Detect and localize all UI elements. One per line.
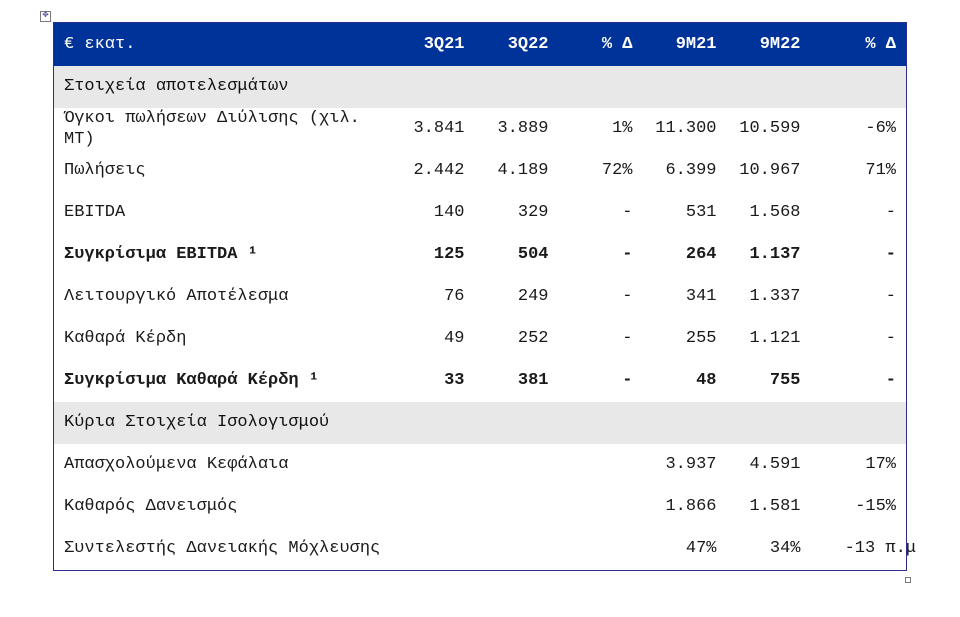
cell-value: - [622, 287, 633, 306]
cell-value: 48 [696, 371, 717, 390]
cell-value [475, 444, 559, 486]
row-label: Συγκρίσιμα EBITDA ¹ [64, 245, 258, 264]
cell-value [559, 486, 643, 528]
cell-value: 381 [517, 371, 549, 390]
cell-value: 10.967 [739, 160, 801, 180]
cell-value: 329 [517, 203, 549, 222]
cell-value: - [885, 203, 896, 222]
cell-value [559, 528, 643, 571]
header-col-3q22: 3Q22 [507, 34, 549, 54]
header-col-9m-change: % Δ [865, 34, 896, 54]
cell-value: 11.300 [655, 118, 717, 138]
row-label: Πωλήσεις [64, 161, 146, 180]
section-title: Κύρια Στοιχεία Ισολογισμού [53, 401, 907, 444]
table-row: Συγκρίσιμα Καθαρά Κέρδη ¹ 33 381 - 48 75… [54, 360, 907, 402]
cell-value [391, 444, 475, 486]
cell-value: 1.137 [749, 245, 801, 264]
cell-value: 531 [685, 203, 717, 222]
cell-value: 1.568 [749, 203, 801, 222]
cell-value: 71% [865, 161, 896, 180]
overflow-value: -13 π.μ [844, 539, 916, 558]
cell-value: -13 π.μ [811, 528, 916, 571]
table-header-row: € εκατ. 3Q21 3Q22 % Δ 9M21 9M22 % Δ [53, 22, 907, 66]
row-label: EBITDA [64, 203, 126, 222]
cell-value: 140 [433, 203, 465, 222]
cell-value: 755 [769, 371, 801, 390]
table-row: Όγκοι πωλήσεων Διύλισης (χιλ. ΜΤ) 3.841 … [54, 108, 907, 150]
cell-value: -15% [855, 497, 896, 516]
cell-value: 255 [685, 329, 717, 348]
cell-value: - [885, 287, 896, 306]
cell-value: 6.399 [665, 161, 717, 180]
cell-value: 3.889 [497, 119, 549, 138]
cell-value: 504 [517, 245, 549, 264]
cell-value: 49 [444, 329, 465, 348]
header-col-3q21: 3Q21 [423, 34, 465, 54]
cell-value [475, 486, 559, 528]
cell-value: - [622, 245, 633, 264]
cell-value: 1.866 [665, 497, 717, 516]
cell-value [391, 486, 475, 528]
cell-value: 4.591 [749, 455, 801, 474]
cell-value: - [885, 371, 896, 390]
table-row: Λειτουργικό Αποτέλεσμα 76 249 - 341 1.33… [54, 276, 907, 318]
cell-value: 341 [685, 287, 717, 306]
cell-value: 72% [601, 161, 633, 180]
row-label: Απασχολούμενα Κεφάλαια [64, 455, 289, 474]
section-title: Στοιχεία αποτελεσμάτων [53, 65, 907, 108]
cell-value: 252 [517, 329, 549, 348]
cell-value: 1.337 [749, 287, 801, 306]
financial-results-table: € εκατ. 3Q21 3Q22 % Δ 9M21 9M22 % Δ Στοι… [53, 22, 916, 571]
row-label: Λειτουργικό Αποτέλεσμα [64, 287, 289, 306]
row-label: Καθαρά Κέρδη [64, 329, 187, 348]
cell-value: 3.841 [413, 119, 465, 138]
table-resize-handle[interactable] [905, 577, 911, 583]
cell-value: 10.599 [739, 118, 801, 138]
cell-value: 47% [685, 539, 717, 558]
cell-value: 4.189 [497, 161, 549, 180]
cell-value: -6% [865, 119, 896, 138]
cell-value: 1.121 [749, 329, 801, 348]
cell-value: 76 [444, 287, 465, 306]
cell-value: - [885, 245, 896, 264]
table-row: EBITDA 140 329 - 531 1.568 - [54, 192, 907, 234]
cell-value [391, 528, 475, 571]
section-row-results: Στοιχεία αποτελεσμάτων [53, 65, 907, 108]
cell-value: - [885, 329, 896, 348]
row-label: Όγκοι πωλήσεων Διύλισης (χιλ. ΜΤ) [64, 108, 360, 149]
row-label: Καθαρός Δανεισμός [64, 497, 238, 516]
table-move-handle-icon[interactable]: ✥ [40, 11, 51, 22]
header-col-q-change: % Δ [601, 34, 633, 54]
cell-value: 2.442 [413, 161, 465, 180]
table-row: Συντελεστής Δανειακής Μόχλευσης 47% 34% … [54, 528, 916, 571]
cell-value: - [622, 371, 633, 390]
cell-value: 34% [769, 539, 801, 558]
table-row: Καθαρά Κέρδη 49 252 - 255 1.121 - [54, 318, 907, 360]
row-label: Συγκρίσιμα Καθαρά Κέρδη ¹ [64, 371, 320, 390]
cell-value [559, 444, 643, 486]
cell-value: 3.937 [665, 455, 717, 474]
header-unit-label: € εκατ. [64, 34, 136, 54]
table-row: Συγκρίσιμα EBITDA ¹ 125 504 - 264 1.137 … [54, 234, 907, 276]
cell-value: 1.581 [749, 497, 801, 516]
cell-value: 1% [612, 119, 633, 138]
header-col-9m21: 9M21 [675, 34, 717, 54]
section-row-balance-sheet: Κύρια Στοιχεία Ισολογισμού [53, 401, 907, 444]
cell-value: 17% [865, 455, 896, 474]
cell-value: 125 [433, 245, 465, 264]
cell-value [475, 528, 559, 571]
cell-value: 33 [444, 371, 465, 390]
cell-value: - [622, 329, 633, 348]
cell-value: 249 [517, 287, 549, 306]
table-row: Πωλήσεις 2.442 4.189 72% 6.399 10.967 71… [54, 150, 907, 192]
cell-value: 264 [685, 245, 717, 264]
row-label: Συντελεστής Δανειακής Μόχλευσης [64, 539, 381, 558]
table-row: Απασχολούμενα Κεφάλαια 3.937 4.591 17% [54, 444, 907, 486]
table-row: Καθαρός Δανεισμός 1.866 1.581 -15% [54, 486, 907, 528]
cell-value: - [622, 203, 633, 222]
header-col-9m22: 9M22 [759, 34, 801, 54]
